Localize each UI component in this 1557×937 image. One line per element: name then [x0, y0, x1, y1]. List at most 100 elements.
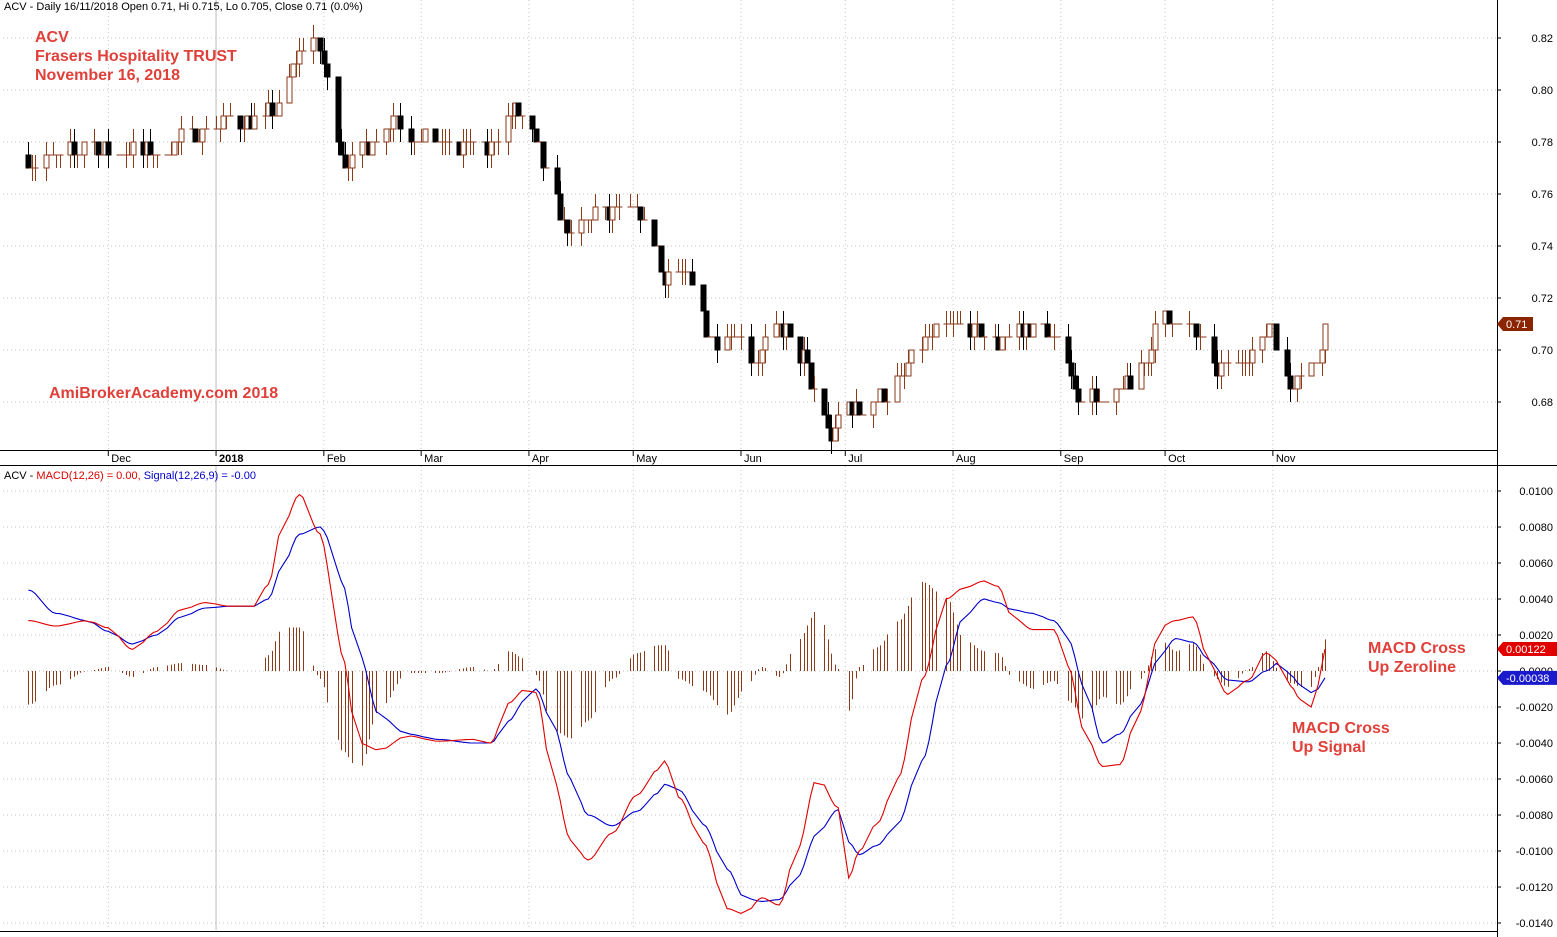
ohlc-bar — [1284, 337, 1291, 377]
ohlc-body — [724, 336, 731, 351]
ohlc-bar — [627, 194, 634, 208]
ohlc-bar — [359, 141, 366, 168]
ohlc-bar — [898, 363, 905, 377]
ohlc-bar — [957, 311, 964, 325]
ohlc-bar — [50, 142, 57, 156]
ohlc-bar — [1068, 350, 1075, 389]
ohlc-body — [1127, 375, 1134, 390]
ohlc-bar — [324, 63, 331, 90]
ohlc-body — [856, 401, 863, 416]
macd-axis-label: 0.0100 — [1519, 486, 1553, 498]
ohlc-body — [978, 323, 985, 338]
ohlc-body — [762, 336, 769, 351]
ohlc-bar — [856, 401, 863, 416]
ohlc-body — [269, 102, 276, 117]
chart-title-annotation: ACV Frasers Hospitality TRUST November 1… — [35, 28, 237, 85]
ohlc-bar — [738, 324, 745, 350]
ohlc-bar — [1319, 349, 1326, 376]
ohlc-body — [515, 102, 522, 117]
price-axis-label: 0.76 — [1532, 189, 1553, 201]
ohlc-bar — [74, 154, 81, 168]
ohlc-bar — [1273, 323, 1280, 351]
ohlc-body — [178, 128, 185, 143]
ohlc-body — [540, 141, 547, 169]
ohlc-bar — [1093, 376, 1100, 415]
ohlc-body — [825, 414, 832, 429]
ohlc-bar — [1308, 362, 1315, 377]
ohlc-body — [290, 63, 297, 78]
ohlc-bar — [43, 142, 50, 181]
ohlc-bar — [703, 310, 710, 338]
ohlc-bar — [1298, 363, 1305, 389]
last-price-tag-bg — [1497, 317, 1533, 331]
ohlc-body — [408, 128, 415, 143]
ohlc-body — [81, 141, 88, 156]
ohlc-bar — [1065, 324, 1072, 364]
ohlc-body — [1044, 323, 1051, 338]
ohlc-body — [276, 102, 283, 117]
ohlc-body — [1294, 375, 1301, 390]
title-line-date: November 16, 2018 — [35, 67, 180, 84]
last-macd-tag-bg — [1497, 642, 1557, 657]
ohlc-bar — [908, 349, 915, 364]
time-axis-label: 2018 — [219, 453, 243, 465]
ohlc-body — [199, 128, 206, 143]
ohlc-bar — [203, 116, 210, 130]
ohlc-body — [147, 141, 154, 156]
ohlc-body — [383, 128, 390, 143]
ohlc-body — [881, 388, 888, 403]
ohlc-bar — [894, 363, 901, 403]
ohlc-body — [773, 323, 780, 338]
ohlc-body — [832, 427, 839, 442]
ohlc-bar — [237, 115, 244, 142]
ohlc-bar — [568, 220, 575, 246]
macd-axis-label: -0.0020 — [1516, 702, 1553, 714]
ohlc-bar — [759, 349, 766, 376]
ohlc-bar — [585, 219, 592, 233]
ohlc-bar — [71, 129, 78, 168]
macd-axis-label: 0.0040 — [1519, 594, 1553, 606]
ohlc-bar — [700, 284, 707, 312]
ohlc-bar — [1249, 337, 1256, 376]
ohlc-body — [335, 76, 342, 143]
ohlc-bar — [557, 181, 564, 221]
ohlc-body — [43, 154, 50, 169]
value-tags: 0.71 0.00122 -0.00038 — [1497, 317, 1557, 685]
time-axis-label: Oct — [1168, 453, 1185, 465]
ohlc-body — [804, 349, 811, 364]
ohlc-bar — [25, 142, 32, 169]
time-axis-label: Aug — [956, 453, 976, 465]
price-axis-label: 0.74 — [1532, 241, 1553, 253]
time-axis-label: Sep — [1064, 453, 1084, 465]
last-signal-tag: -0.00038 — [1497, 670, 1557, 685]
ohlc-body — [870, 401, 877, 416]
ohlc-body — [237, 115, 244, 130]
ohlc-bar — [588, 219, 595, 233]
ohlc-body — [317, 37, 324, 52]
price-axis-label: 0.78 — [1532, 137, 1553, 149]
ohlc-body — [432, 128, 439, 143]
ohlc-bar — [634, 194, 641, 208]
ohlc-body — [1211, 336, 1218, 364]
ohlc-bar — [731, 324, 738, 338]
macd-pane-title: ACV - MACD(12,26) = 0.00, Signal(12,26,9… — [4, 470, 256, 482]
signal-legend: Signal(12,26,9) = -0.00 — [143, 470, 256, 482]
macd-axis-label: -0.0100 — [1516, 846, 1553, 858]
ohlc-bar — [1006, 324, 1013, 338]
ohlc-bar — [1235, 350, 1242, 364]
ohlc-bar — [178, 116, 185, 155]
macd-line — [28, 493, 1326, 914]
chart-axes: 0.68 0.70 0.72 0.74 0.76 0.78 0.80 0.82 0.0100 0.… — [107, 33, 1553, 930]
ohlc-body — [908, 349, 915, 364]
ohlc-bar — [922, 324, 929, 351]
ohlc-body — [1287, 375, 1294, 390]
macd-grid — [3, 466, 1497, 930]
ohlc-body — [505, 115, 512, 143]
ohlc-bar — [1218, 350, 1225, 389]
ohlc-bar — [390, 103, 397, 142]
time-axis-label: Mar — [424, 453, 443, 465]
ohlc-body — [338, 141, 345, 156]
ohlc-bar — [495, 129, 502, 155]
ohlc-body — [321, 50, 328, 65]
ohlc-body — [1193, 323, 1200, 338]
